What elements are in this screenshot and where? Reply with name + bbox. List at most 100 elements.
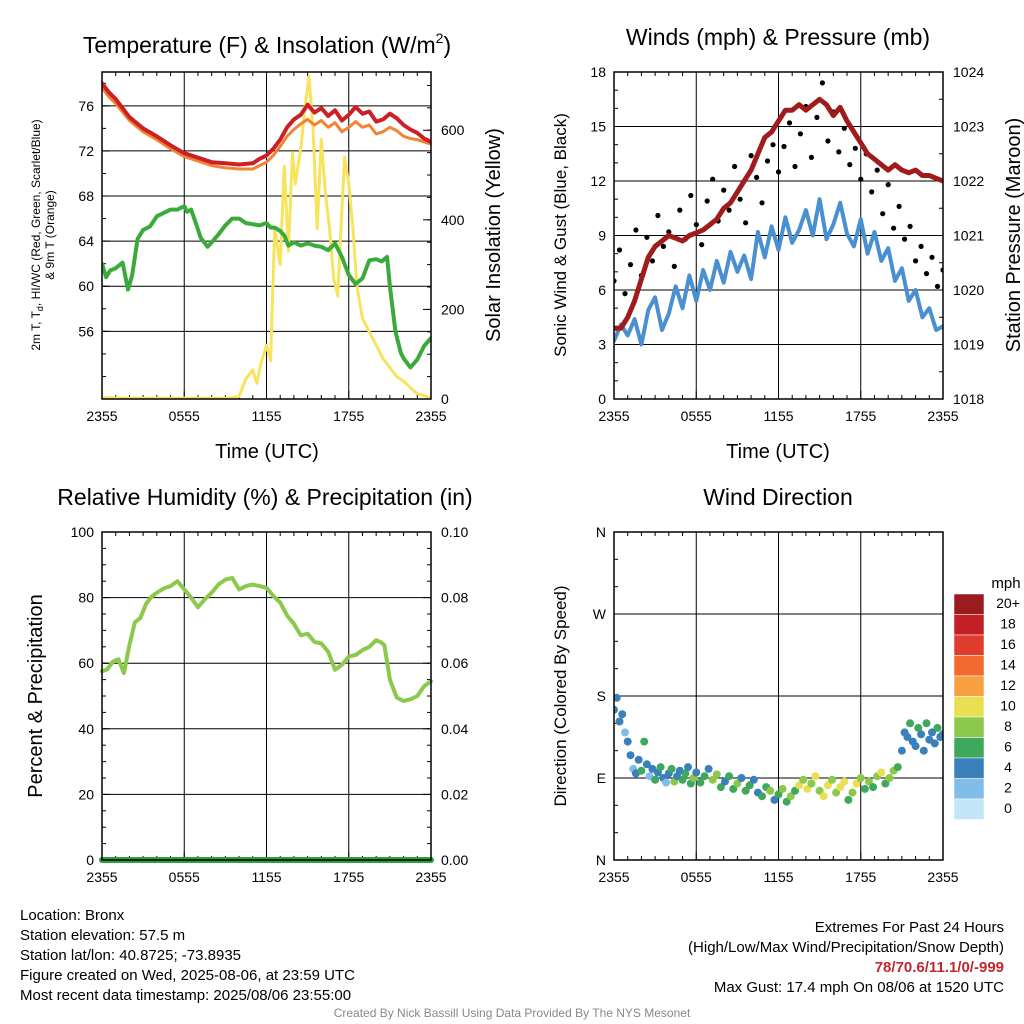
gust-point bbox=[627, 262, 634, 268]
direction-point bbox=[642, 760, 651, 769]
direction-point bbox=[758, 792, 766, 801]
direction-point bbox=[766, 786, 775, 795]
gust-point bbox=[671, 263, 677, 269]
rh-ytick-label: 20 bbox=[78, 786, 94, 802]
direction-point bbox=[917, 730, 926, 739]
legend-label: 18 bbox=[1000, 616, 1016, 632]
gust-point bbox=[688, 192, 694, 199]
gust-point bbox=[874, 167, 880, 173]
dir-frame bbox=[613, 531, 944, 861]
temp-ylabel-left: 2m T, Td, HI/WC (Red, Green, Scarlet/Blu… bbox=[29, 119, 57, 350]
gust-point bbox=[754, 174, 760, 180]
temp-y2tick-label: 200 bbox=[441, 301, 465, 317]
rh-y2tick-label: 0.08 bbox=[441, 590, 468, 606]
direction-point bbox=[791, 786, 799, 795]
gust-point bbox=[660, 243, 667, 249]
direction-point bbox=[939, 730, 943, 739]
rh-y2tick-label: 0.10 bbox=[441, 524, 468, 540]
direction-point bbox=[811, 772, 820, 781]
wind-plot: 2355 0555 1155 1755 235503691215181018101910… bbox=[590, 64, 984, 424]
gust-point bbox=[923, 271, 930, 277]
temp-xtick-label: 1755 bbox=[333, 408, 364, 424]
direction-point bbox=[774, 790, 783, 799]
wind-ytick-label: 15 bbox=[590, 119, 606, 135]
temp-series-group bbox=[102, 75, 431, 399]
gust-point bbox=[699, 242, 705, 248]
direction-point bbox=[745, 781, 754, 790]
temp-plot: 2355 0555 1155 1755 2355 56 60 64 68 72 76 0 200 400 6… bbox=[78, 71, 465, 424]
direction-point bbox=[877, 768, 886, 777]
wind-ytick-label: 12 bbox=[590, 173, 606, 189]
wind-ytick-label: 18 bbox=[590, 64, 606, 80]
wind-ytick-label: 3 bbox=[598, 337, 606, 353]
gust-point bbox=[726, 207, 732, 213]
temp-ylabel-right: Solar Insolation (Yellow) bbox=[483, 128, 505, 342]
pressure-line bbox=[614, 96, 943, 331]
wind-y2tick-label: 1020 bbox=[953, 282, 984, 298]
gust-point bbox=[616, 247, 623, 253]
temp-y2tick-label: 400 bbox=[441, 212, 465, 228]
direction-point bbox=[692, 768, 701, 777]
gust-point bbox=[792, 163, 798, 170]
direction-point bbox=[614, 693, 621, 702]
legend-swatch bbox=[953, 696, 985, 718]
direction-point bbox=[614, 705, 618, 714]
gust-point bbox=[743, 220, 749, 226]
info-created: Figure created on Wed, 2025-08-06, at 23… bbox=[20, 967, 355, 984]
legend-swatch bbox=[953, 634, 985, 656]
gust-point bbox=[902, 236, 908, 242]
wind-frame bbox=[613, 71, 944, 400]
direction-point bbox=[865, 777, 873, 786]
dir-xtick-label: 2355 bbox=[598, 869, 629, 885]
direction-point bbox=[615, 717, 624, 726]
direction-point bbox=[623, 737, 632, 746]
direction-point bbox=[618, 710, 627, 719]
legend-title: mph bbox=[991, 575, 1020, 592]
legend-label: 16 bbox=[1000, 636, 1016, 652]
dir-xtick-label: 1755 bbox=[845, 869, 876, 885]
legend-swatch bbox=[953, 737, 985, 759]
rh-y2tick-label: 0.06 bbox=[441, 655, 468, 671]
extremes-values: 78/70.6/11.1/0/-999 bbox=[874, 959, 1004, 976]
rh-xtick-label: 0555 bbox=[169, 869, 200, 885]
direction-point bbox=[897, 746, 906, 755]
direction-point bbox=[634, 755, 643, 764]
dir-xtick-label: 2355 bbox=[927, 869, 958, 885]
legend-swatch bbox=[953, 614, 985, 636]
dir-ytick-label: W bbox=[593, 606, 607, 622]
temp-ytick-label: 64 bbox=[78, 233, 94, 249]
info-latlon: Station lat/lon: 40.8725; -73.8935 bbox=[20, 947, 242, 964]
rh-ytick-label: 100 bbox=[71, 524, 95, 540]
legend-label: 2 bbox=[1004, 780, 1012, 796]
gust-point bbox=[677, 207, 683, 213]
temp-frame bbox=[101, 71, 432, 400]
temp-ylabel-sub: d bbox=[35, 306, 45, 311]
gust-point bbox=[797, 131, 804, 137]
gust-point bbox=[737, 196, 743, 202]
credit-line: Created By Nick Bassill Using Data Provi… bbox=[333, 1006, 691, 1020]
temp-xtick-label: 2355 bbox=[415, 408, 446, 424]
dir-xtick-label: 1155 bbox=[763, 869, 793, 885]
max-gust: Max Gust: 17.4 mph On 08/06 at 1520 UTC bbox=[713, 979, 1004, 996]
direction-point bbox=[807, 779, 816, 788]
direction-point bbox=[795, 781, 804, 790]
gust-point bbox=[775, 169, 782, 175]
legend-swatch bbox=[953, 778, 985, 800]
svg-text:2m T, Td, HI/WC (Red, Green, S: 2m T, Td, HI/WC (Red, Green, Scarlet/Blu… bbox=[29, 119, 45, 350]
temp-ytick-label: 72 bbox=[78, 143, 94, 159]
gust-point bbox=[633, 227, 639, 233]
gust-point bbox=[808, 154, 815, 160]
gust-point bbox=[913, 258, 919, 264]
gust-point bbox=[814, 114, 820, 120]
wind-panel-title: Winds (mph) & Pressure (mb) bbox=[626, 24, 930, 50]
legend-label: 20+ bbox=[996, 595, 1020, 611]
info-elevation: Station elevation: 57.5 m bbox=[20, 927, 186, 944]
temp-ytick-label: 68 bbox=[78, 188, 94, 204]
direction-point bbox=[828, 775, 836, 784]
temp-xlabel: Time (UTC) bbox=[215, 441, 319, 463]
wind-ytick-label: 0 bbox=[598, 391, 606, 407]
station-info: Location: Bronx Station elevation: 57.5 … bbox=[20, 906, 355, 1006]
wind-ytick-label: 6 bbox=[598, 282, 606, 298]
direction-point bbox=[840, 777, 849, 786]
legend-label: 6 bbox=[1004, 739, 1012, 755]
